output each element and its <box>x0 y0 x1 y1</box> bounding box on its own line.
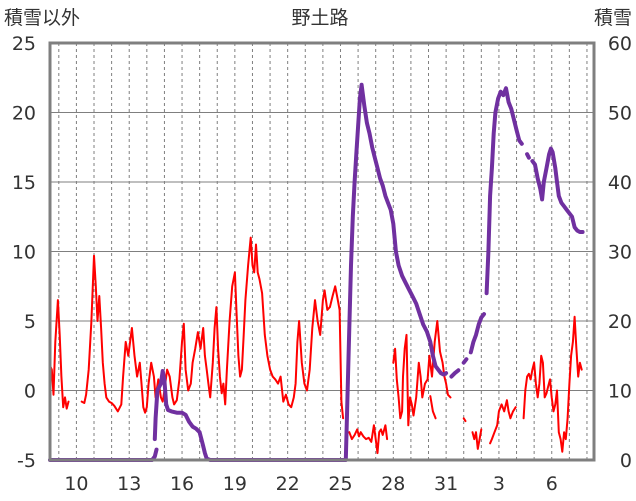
temperature-line-segment <box>471 428 483 450</box>
x-tick-label: 28 <box>381 473 405 495</box>
x-tick-label: 31 <box>434 473 458 495</box>
temperature-line-segment <box>80 236 345 420</box>
y-right-tick-label: 30 <box>608 242 632 264</box>
y-left-tick-label: 20 <box>12 103 36 125</box>
y-left-tick-label: 5 <box>24 311 36 333</box>
y-left-tick-label: 25 <box>12 33 36 55</box>
y-right-tick-label: 40 <box>608 172 632 194</box>
snow-depth-line-segment <box>468 312 486 355</box>
y-right-axis-label: 積雪 <box>594 7 632 29</box>
x-tick-label: 10 <box>64 473 88 495</box>
y-right-tick-label: 10 <box>608 381 632 403</box>
y-left-axis-label: 積雪以外 <box>4 7 80 29</box>
y-right-tick-label: 50 <box>608 103 632 125</box>
temperature-line-segment <box>522 315 583 453</box>
snow-depth-line-segment <box>484 86 524 296</box>
y-left-tick-label: -5 <box>17 450 36 472</box>
temperature-line-segment <box>489 399 517 445</box>
x-tick-label: 3 <box>493 473 505 495</box>
y-left-tick-label: 0 <box>24 381 36 403</box>
snow-depth-line-segment <box>525 152 531 160</box>
x-tick-label: 6 <box>546 473 558 495</box>
snow-depth-line-segment <box>449 368 461 379</box>
snow-depth-line-segment <box>152 82 449 462</box>
x-tick-label: 16 <box>170 473 194 495</box>
y-right-tick-label: 20 <box>608 311 632 333</box>
plot-frame <box>48 41 596 462</box>
chart-title: 野土路 <box>291 7 348 29</box>
snow-depth-line-segment <box>461 357 469 365</box>
x-tick-label: 19 <box>223 473 247 495</box>
y-right-tick-label: 0 <box>620 450 632 472</box>
temperature-line-segment <box>462 417 467 423</box>
temperature-line-segment <box>49 299 70 410</box>
snow-depth-line-segment <box>530 146 585 234</box>
x-tick-label: 13 <box>117 473 141 495</box>
x-tick-label: 25 <box>328 473 352 495</box>
y-left-tick-label: 15 <box>12 172 36 194</box>
y-right-tick-label: 60 <box>608 33 632 55</box>
x-tick-label: 22 <box>276 473 300 495</box>
temperature-line-segment <box>348 424 389 455</box>
y-left-tick-label: 10 <box>12 242 36 264</box>
temperature-line-segment <box>392 320 452 427</box>
temperature-line-segment <box>429 395 437 420</box>
